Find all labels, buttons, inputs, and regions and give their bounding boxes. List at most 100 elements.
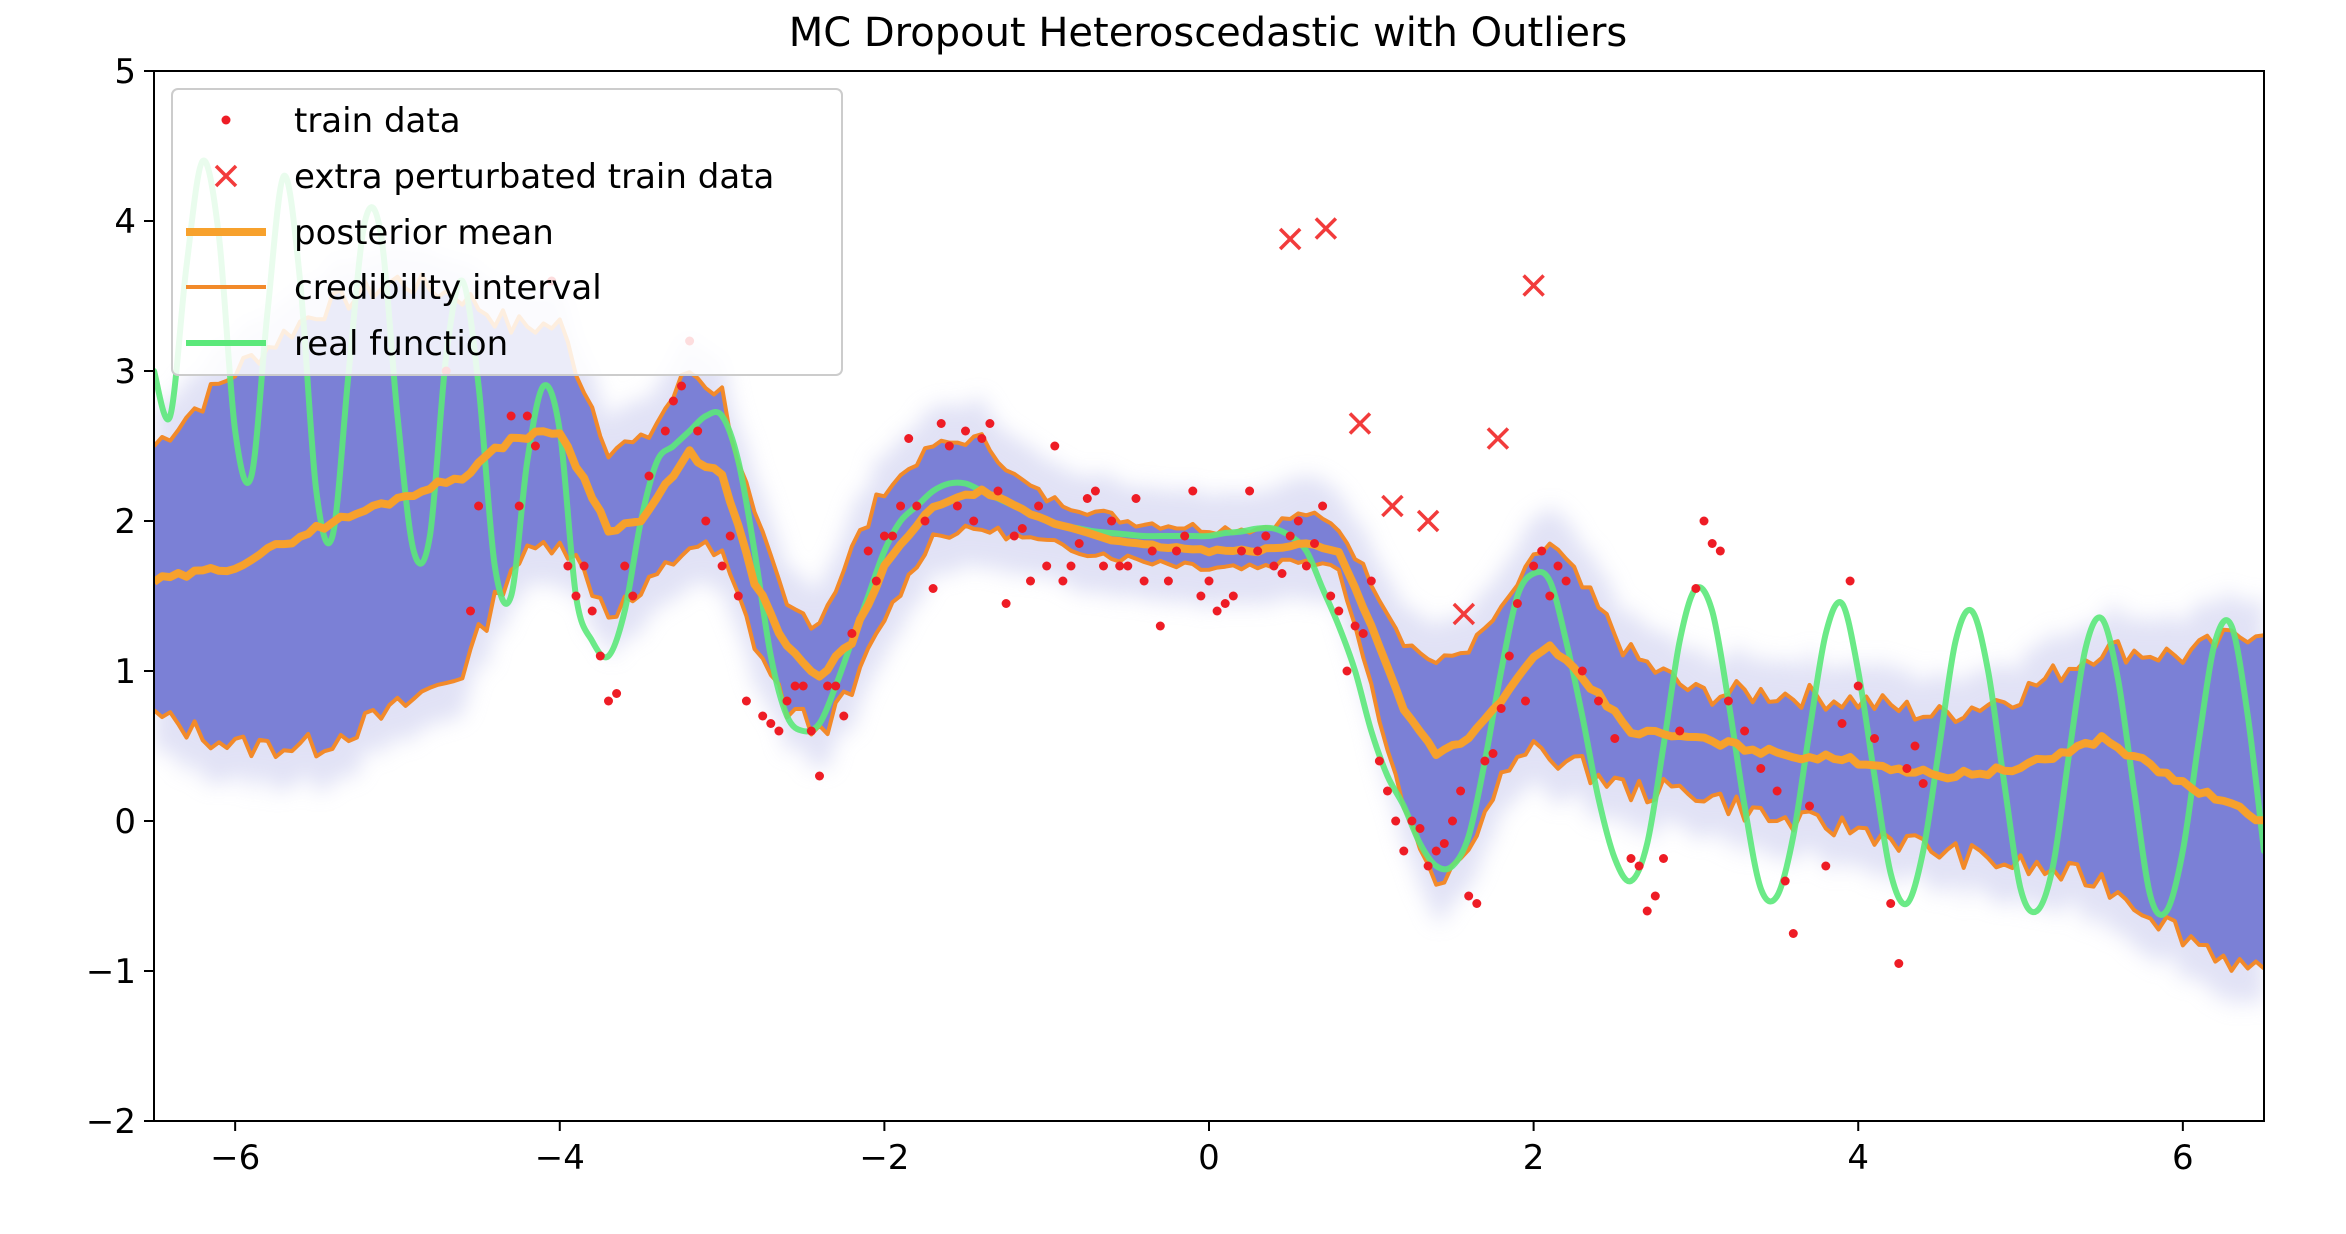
legend-item-mean: posterior mean (186, 213, 554, 253)
train-data-point (1634, 861, 1644, 871)
train-data-point (1431, 846, 1441, 856)
outlier-point (1278, 227, 1302, 251)
legend-outlier-stroke-b (214, 164, 238, 188)
train-data-point (1358, 629, 1368, 638)
train-data-point (1715, 546, 1725, 556)
train-data-point (701, 516, 711, 526)
train-data-point (1894, 959, 1904, 968)
train-data-point (612, 689, 622, 698)
train-data-point (936, 419, 946, 428)
train-data-point (1577, 666, 1587, 676)
train-data-point (766, 719, 776, 728)
x-tick-label: −2 (859, 1138, 909, 1178)
train-data-point (985, 419, 995, 428)
outlier-point (1348, 412, 1372, 435)
legend-train-marker (221, 115, 231, 125)
y-tick-label: 2 (114, 502, 136, 542)
train-data-point (693, 426, 703, 436)
train-data-point (1318, 501, 1328, 511)
outlier-stroke-b (1522, 274, 1545, 297)
train-data-point (1464, 891, 1474, 901)
train-data-point (1326, 591, 1336, 601)
train-data-point (863, 546, 873, 556)
legend-label: train data (294, 101, 461, 141)
train-data-point (896, 501, 906, 511)
train-data-point (717, 561, 727, 571)
train-data-point (466, 606, 475, 616)
train-data-point (595, 651, 605, 661)
train-data-point (530, 441, 540, 451)
train-data-point (806, 726, 816, 736)
train-data-point (1675, 726, 1685, 736)
legend-item-real: real function (186, 324, 508, 364)
train-data-point (1472, 899, 1482, 908)
train-data-point (741, 696, 751, 706)
train-data-point (1504, 651, 1514, 661)
train-data-point (604, 696, 613, 706)
train-data-point (1074, 539, 1084, 548)
train-data-point (1042, 561, 1052, 571)
y-tick-label: −2 (86, 1102, 136, 1142)
y-tick-label: −1 (86, 952, 136, 992)
y-tick-label: 0 (114, 802, 136, 842)
train-data-point (1707, 539, 1717, 548)
train-data-point (1310, 539, 1319, 548)
train-data-point (1423, 861, 1433, 871)
train-data-point (1228, 591, 1238, 601)
train-data-point (1448, 816, 1457, 826)
train-data-point (871, 576, 881, 586)
legend-item-outliers: extra perturbated train data (214, 157, 774, 197)
train-data-point (1334, 606, 1344, 616)
train-data-point (961, 426, 970, 436)
outlier-point (1452, 602, 1476, 626)
train-data-point (1780, 876, 1790, 886)
train-data-point (1050, 441, 1060, 451)
train-data-point (1058, 576, 1068, 586)
outlier-stroke-b (1314, 217, 1338, 240)
train-data-point (1391, 816, 1401, 826)
train-data-point (1407, 816, 1417, 826)
train-data-point (1594, 696, 1603, 706)
train-data-point (1650, 891, 1660, 901)
train-data-point (1245, 486, 1255, 496)
train-data-point (1196, 591, 1206, 601)
train-data-point (660, 426, 670, 436)
train-data-point (1821, 861, 1831, 871)
train-data-point (831, 681, 841, 691)
train-data-point (1529, 561, 1539, 571)
y-tick-label: 1 (114, 652, 136, 692)
train-data-point (1269, 561, 1279, 571)
train-data-point (1115, 561, 1125, 571)
outlier-stroke-b (1486, 427, 1510, 450)
train-data-point (1561, 576, 1571, 586)
legend-label: extra perturbated train data (294, 157, 774, 197)
train-data-point (1204, 576, 1214, 586)
credibility-band (154, 274, 2264, 971)
train-data-point (563, 561, 573, 571)
train-data-point (839, 711, 849, 721)
y-axis: −2 −1 0 1 2 3 4 5 (86, 52, 154, 1142)
train-data-point (1285, 531, 1295, 541)
x-axis: −6 −4 −2 0 2 4 6 (210, 1121, 2194, 1178)
train-data-point (1756, 764, 1766, 773)
train-data-point (1082, 494, 1092, 503)
train-data-point (1805, 801, 1814, 811)
train-data-point (1374, 756, 1384, 766)
train-data-point (1172, 546, 1181, 556)
train-data-point (1918, 779, 1928, 788)
train-data-point (1188, 486, 1198, 496)
posterior-mean-line (154, 427, 2264, 825)
train-data-point (1659, 854, 1668, 863)
train-data-point (1853, 681, 1863, 691)
train-data-point (790, 681, 800, 691)
legend-item-interval: credibility interval (186, 268, 602, 308)
train-data-point (1496, 704, 1506, 713)
train-data-point (1155, 621, 1165, 631)
train-data-point (1902, 764, 1912, 773)
x-tick-label: 0 (1198, 1138, 1220, 1178)
outlier-point (1416, 509, 1440, 533)
train-data-point (823, 681, 833, 691)
x-tick-label: −6 (210, 1138, 260, 1178)
train-data-point (1837, 719, 1847, 728)
train-data-point (888, 531, 897, 541)
